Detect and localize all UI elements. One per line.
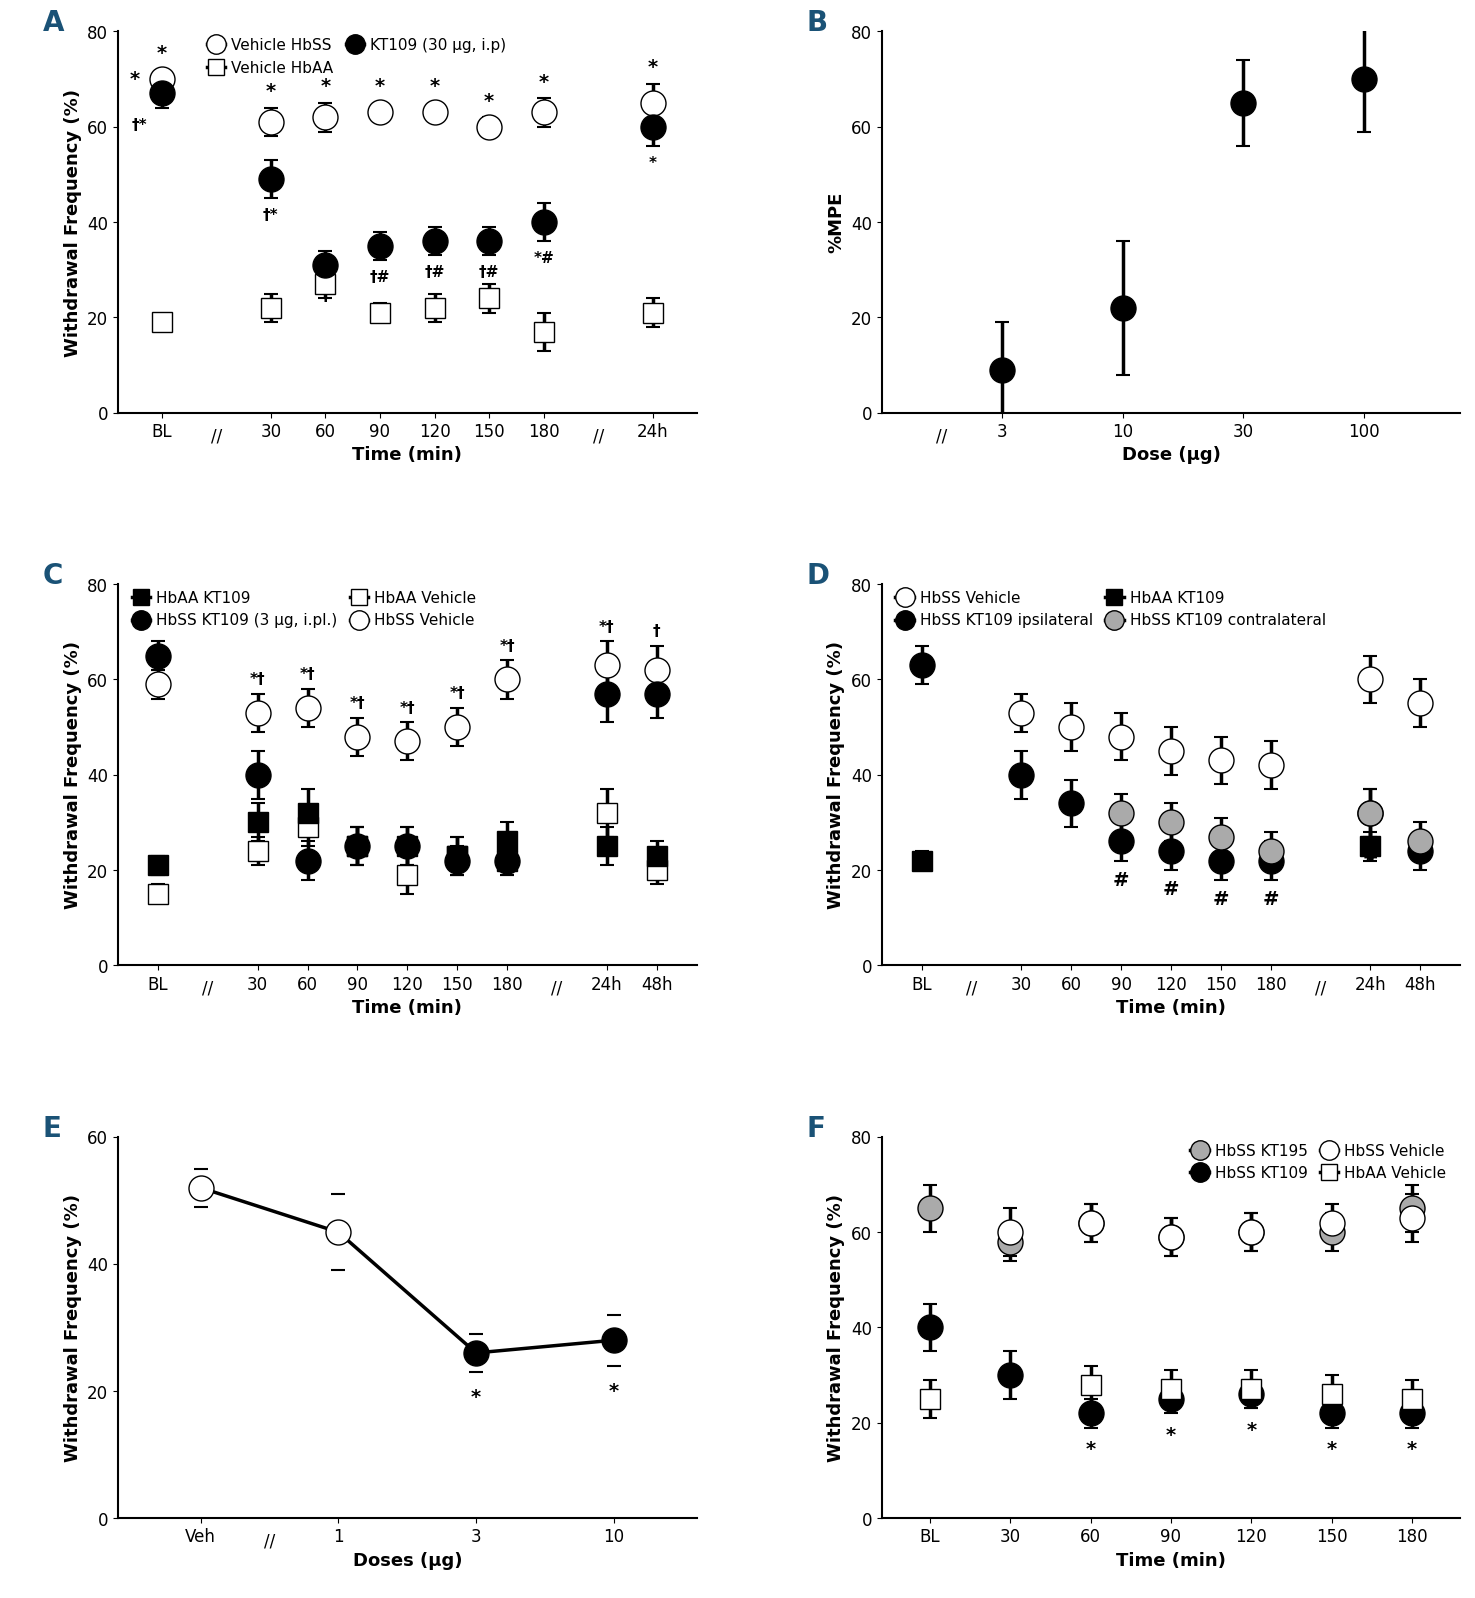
Y-axis label: Withdrawal Frequency (%): Withdrawal Frequency (%) bbox=[63, 641, 81, 909]
Text: C: C bbox=[43, 561, 63, 590]
Text: //: // bbox=[202, 980, 214, 997]
Y-axis label: Withdrawal Frequency (%): Withdrawal Frequency (%) bbox=[63, 88, 81, 356]
Text: *: * bbox=[320, 77, 330, 96]
Text: *: * bbox=[609, 1382, 620, 1400]
Legend: HbSS Vehicle, HbSS KT109 ipsilateral, HbAA KT109, HbSS KT109 contralateral: HbSS Vehicle, HbSS KT109 ipsilateral, Hb… bbox=[889, 585, 1332, 634]
Text: #: # bbox=[1162, 880, 1179, 898]
Text: //: // bbox=[1316, 980, 1326, 997]
X-axis label: Time (min): Time (min) bbox=[1117, 1552, 1226, 1569]
Text: //: // bbox=[937, 427, 947, 444]
Text: *: * bbox=[484, 91, 494, 110]
Text: *: * bbox=[649, 155, 656, 171]
Text: *: * bbox=[156, 43, 167, 62]
Text: *: * bbox=[375, 77, 385, 96]
Text: †*: †* bbox=[133, 118, 148, 133]
Text: *: * bbox=[471, 1389, 481, 1406]
Text: #: # bbox=[1112, 871, 1130, 890]
Y-axis label: %MPE: %MPE bbox=[827, 192, 845, 252]
Text: †: † bbox=[653, 625, 661, 639]
Text: *: * bbox=[429, 77, 440, 96]
Legend: HbAA KT109, HbSS KT109 (3 μg, i.pl.), HbAA Vehicle, HbSS Vehicle: HbAA KT109, HbSS KT109 (3 μg, i.pl.), Hb… bbox=[125, 585, 482, 634]
Text: #: # bbox=[1212, 890, 1229, 908]
Text: *: * bbox=[130, 70, 140, 89]
X-axis label: Time (min): Time (min) bbox=[353, 999, 462, 1016]
Text: *: * bbox=[1165, 1425, 1176, 1445]
Text: †#: †# bbox=[479, 265, 500, 280]
Text: *†: *† bbox=[599, 620, 615, 634]
Text: //: // bbox=[593, 427, 603, 444]
Text: *: * bbox=[1246, 1421, 1257, 1440]
Text: //: // bbox=[966, 980, 976, 997]
Text: #: # bbox=[1363, 847, 1379, 866]
Text: *†: *† bbox=[450, 686, 465, 702]
Text: *: * bbox=[1407, 1440, 1417, 1459]
Text: *†: *† bbox=[350, 695, 366, 711]
Text: #: # bbox=[1263, 890, 1279, 908]
Text: *: * bbox=[1086, 1440, 1096, 1459]
Y-axis label: Withdrawal Frequency (%): Withdrawal Frequency (%) bbox=[827, 1194, 845, 1462]
Text: A: A bbox=[43, 10, 65, 37]
X-axis label: Dose (μg): Dose (μg) bbox=[1121, 446, 1220, 465]
Y-axis label: Withdrawal Frequency (%): Withdrawal Frequency (%) bbox=[63, 1194, 81, 1462]
Text: //: // bbox=[264, 1532, 276, 1550]
Text: //: // bbox=[211, 427, 221, 444]
Text: F: F bbox=[807, 1114, 826, 1143]
Text: *†: *† bbox=[299, 666, 316, 682]
Text: E: E bbox=[43, 1114, 62, 1143]
Text: *†: *† bbox=[499, 639, 515, 654]
Text: †*: †* bbox=[263, 208, 279, 224]
Text: *: * bbox=[1326, 1440, 1336, 1459]
Text: †: † bbox=[153, 649, 162, 663]
Text: *: * bbox=[648, 58, 658, 77]
Text: *†: *† bbox=[249, 671, 266, 687]
X-axis label: Doses (μg): Doses (μg) bbox=[353, 1552, 462, 1569]
Text: B: B bbox=[807, 10, 827, 37]
Legend: HbSS KT195, HbSS KT109, HbSS Vehicle, HbAA Vehicle: HbSS KT195, HbSS KT109, HbSS Vehicle, Hb… bbox=[1184, 1138, 1453, 1187]
Legend: Vehicle HbSS, Vehicle HbAA, KT109 (30 μg, i.p): Vehicle HbSS, Vehicle HbAA, KT109 (30 μg… bbox=[201, 32, 512, 81]
Text: †#: †# bbox=[425, 265, 445, 280]
X-axis label: Time (min): Time (min) bbox=[1117, 999, 1226, 1016]
Text: *: * bbox=[538, 72, 549, 91]
Text: D: D bbox=[807, 561, 829, 590]
Text: *†: *† bbox=[400, 700, 414, 716]
Text: †#: †# bbox=[370, 270, 391, 284]
Text: *: * bbox=[266, 81, 276, 101]
Y-axis label: Withdrawal Frequency (%): Withdrawal Frequency (%) bbox=[827, 641, 845, 909]
Text: *#: *# bbox=[534, 251, 555, 265]
X-axis label: Time (min): Time (min) bbox=[353, 446, 462, 465]
Text: †: † bbox=[322, 289, 329, 304]
Text: //: // bbox=[552, 980, 562, 997]
